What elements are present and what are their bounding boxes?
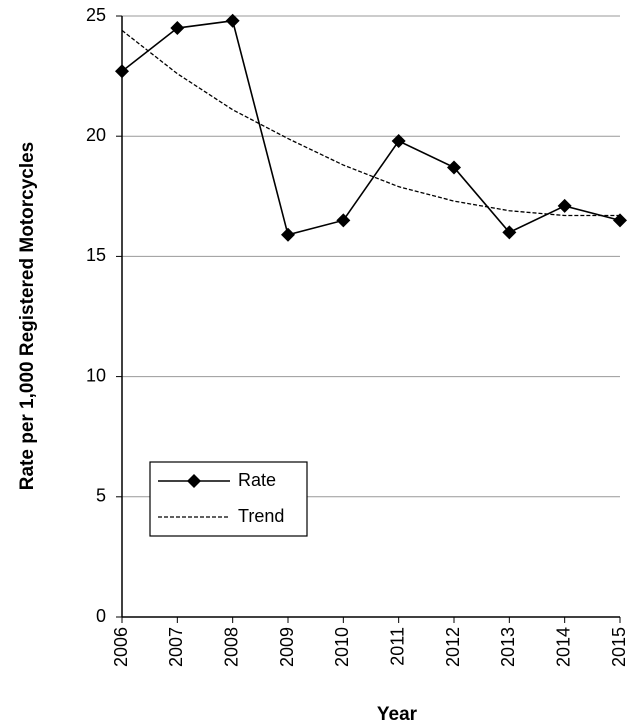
x-tick-label: 2010 (332, 627, 352, 667)
data-point (557, 198, 572, 213)
series-line (121, 29, 620, 217)
y-tick-label: 20 (86, 125, 106, 145)
data-point (225, 13, 240, 28)
y-tick-label: 10 (86, 365, 106, 385)
data-point (391, 134, 406, 149)
x-tick-label: 2015 (609, 627, 629, 667)
data-point (170, 21, 185, 36)
y-tick-label: 25 (86, 5, 106, 25)
x-tick-label: 2009 (277, 627, 297, 667)
y-tick-label: 0 (96, 606, 106, 626)
x-tick-label: 2008 (221, 627, 241, 667)
data-point (281, 227, 295, 242)
y-tick-label: 5 (96, 486, 106, 506)
y-tick-label: 15 (86, 245, 106, 265)
x-tick-label: 2006 (111, 627, 131, 667)
x-tick-label: 2007 (166, 627, 186, 667)
legend-label: Rate (238, 470, 276, 490)
legend-label: Trend (238, 506, 284, 526)
data-point (447, 160, 461, 175)
y-axis-title: Rate per 1,000 Registered Motorcycles (17, 142, 38, 491)
x-tick-label: 2012 (443, 627, 463, 667)
x-tick-label: 2011 (387, 627, 407, 666)
data-point (613, 213, 627, 228)
x-tick-label: 2013 (498, 627, 518, 667)
legend-box (149, 461, 308, 537)
x-tick-label: 2014 (553, 627, 573, 667)
data-point (115, 64, 129, 79)
legend-marker (187, 474, 201, 488)
data-point (336, 213, 351, 228)
data-point (502, 225, 517, 240)
series-line (121, 19, 621, 236)
x-axis-title: Year (377, 704, 418, 725)
